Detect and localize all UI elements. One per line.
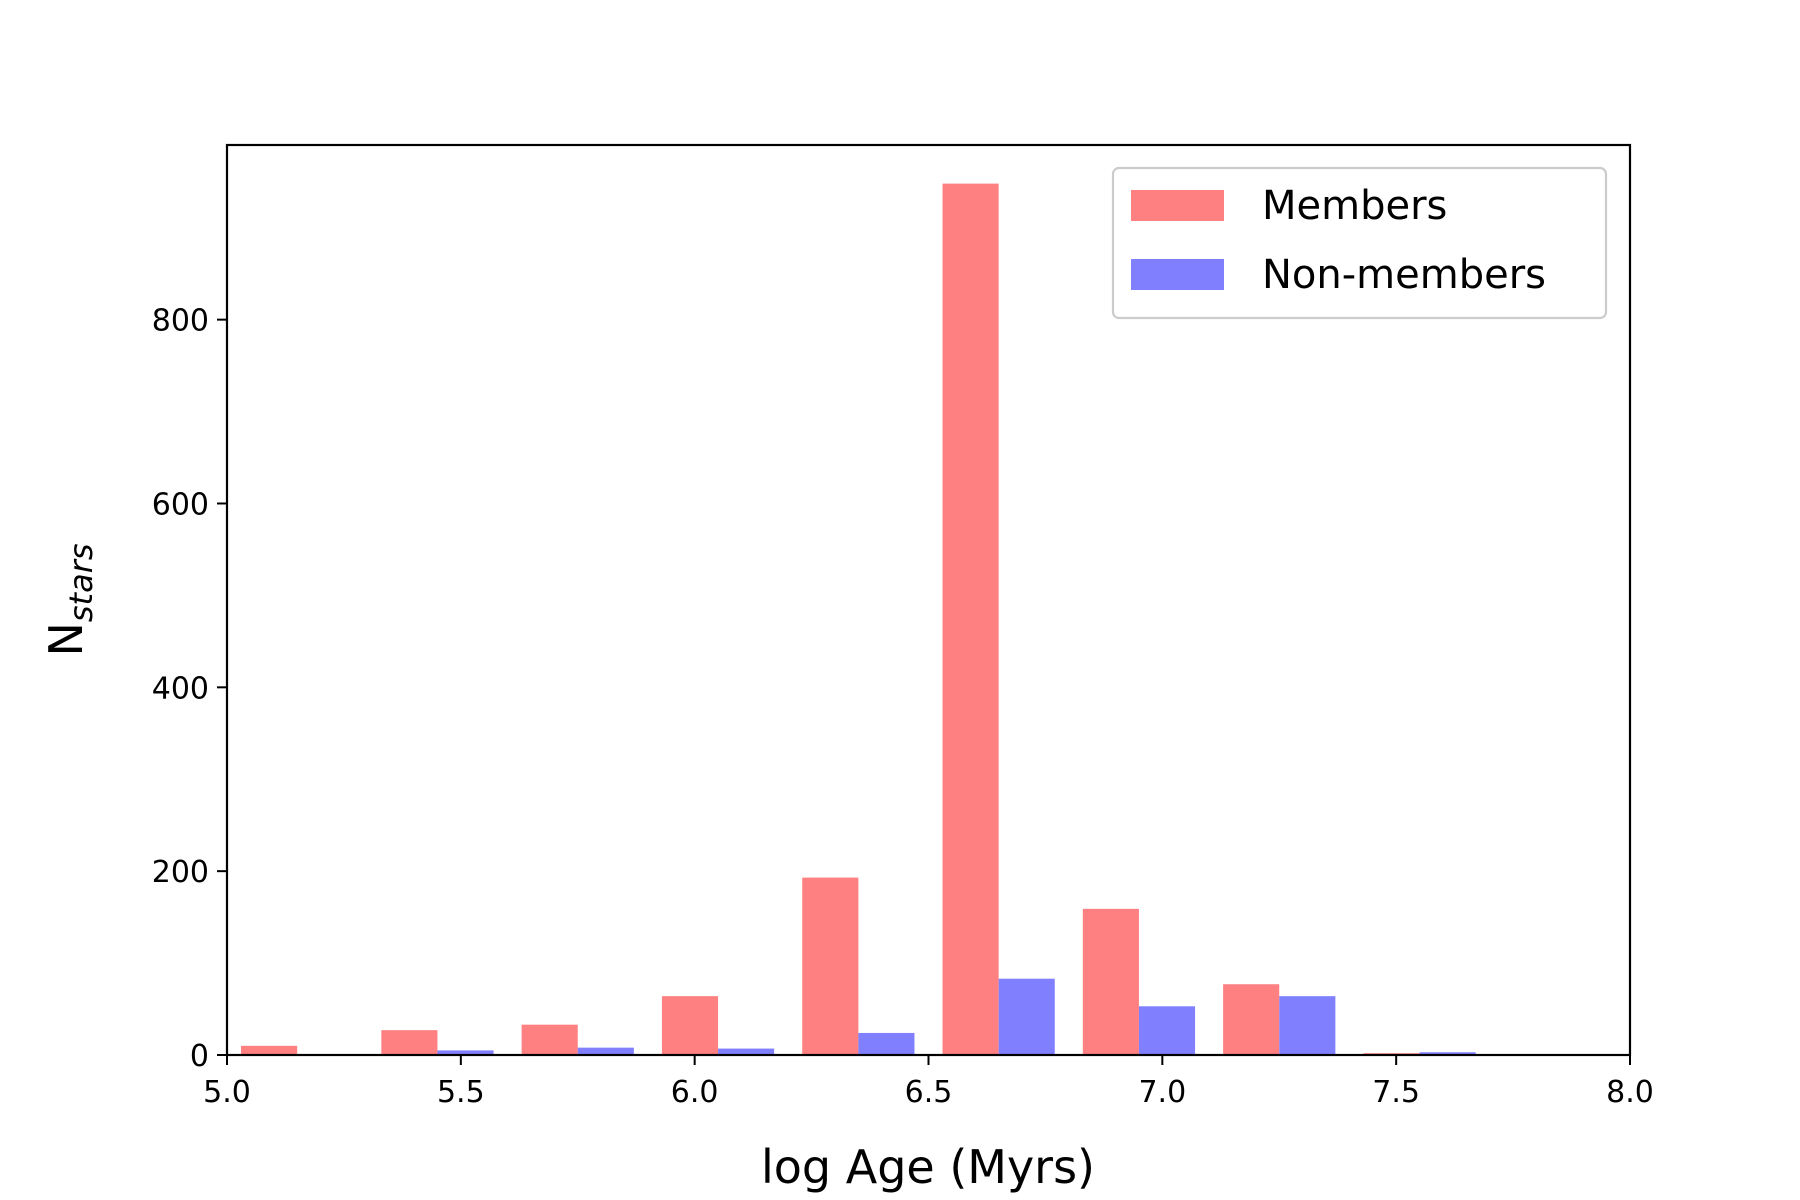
x-tick-label: 5.5 (437, 1075, 485, 1110)
y-tick-label: 0 (190, 1039, 209, 1074)
bar-non-members-5 (998, 978, 1055, 1055)
x-tick-label: 7.0 (1138, 1075, 1186, 1110)
legend-swatch-non-members (1131, 259, 1224, 290)
bar-non-members-7 (1279, 996, 1336, 1055)
x-tick-label: 8.0 (1606, 1075, 1654, 1110)
y-tick-label: 200 (152, 855, 209, 890)
bar-members-4 (802, 877, 859, 1055)
y-tick-label: 400 (152, 671, 209, 706)
bar-members-3 (661, 996, 719, 1055)
legend-label-members: Members (1262, 183, 1447, 229)
legend: Members Non-members (1111, 166, 1608, 320)
bar-members-7 (1223, 984, 1280, 1055)
y-tick-label: 600 (152, 487, 209, 522)
bar-non-members-4 (858, 1032, 915, 1055)
x-axis-title: log Age (Myrs) (761, 1140, 1095, 1194)
bars-layer (241, 183, 1476, 1056)
x-tick-label: 6.0 (671, 1075, 719, 1110)
bar-members-0 (241, 1045, 298, 1055)
y-axis-title-subscript: stars (62, 543, 100, 622)
bar-members-6 (1082, 908, 1139, 1055)
y-axis-ticks: 0 200 400 600 800 (152, 304, 227, 1074)
bar-members-5 (942, 183, 999, 1056)
bar-members-1 (381, 1030, 438, 1055)
legend-label-non-members: Non-members (1262, 252, 1546, 298)
legend-swatch-members (1131, 190, 1224, 221)
y-tick-label: 800 (152, 304, 209, 339)
bar-members-2 (521, 1024, 578, 1055)
x-tick-label: 7.5 (1372, 1075, 1420, 1110)
bar-non-members-1 (437, 1050, 494, 1055)
svg-text:Nstars: Nstars (39, 543, 100, 656)
bar-non-members-8 (1419, 1052, 1476, 1055)
x-axis-ticks: 5.0 5.5 6.0 6.5 7.0 7.5 8.0 (203, 1055, 1654, 1110)
bar-non-members-6 (1138, 1006, 1196, 1055)
bar-non-members-3 (718, 1048, 775, 1055)
x-tick-label: 6.5 (905, 1075, 953, 1110)
bar-non-members-2 (577, 1047, 634, 1055)
y-axis-title: Nstars (39, 543, 100, 656)
x-tick-label: 5.0 (203, 1075, 251, 1110)
y-axis-title-main: N (39, 622, 93, 656)
plot-frame (225, 143, 1632, 1057)
legend-frame (1111, 166, 1608, 320)
